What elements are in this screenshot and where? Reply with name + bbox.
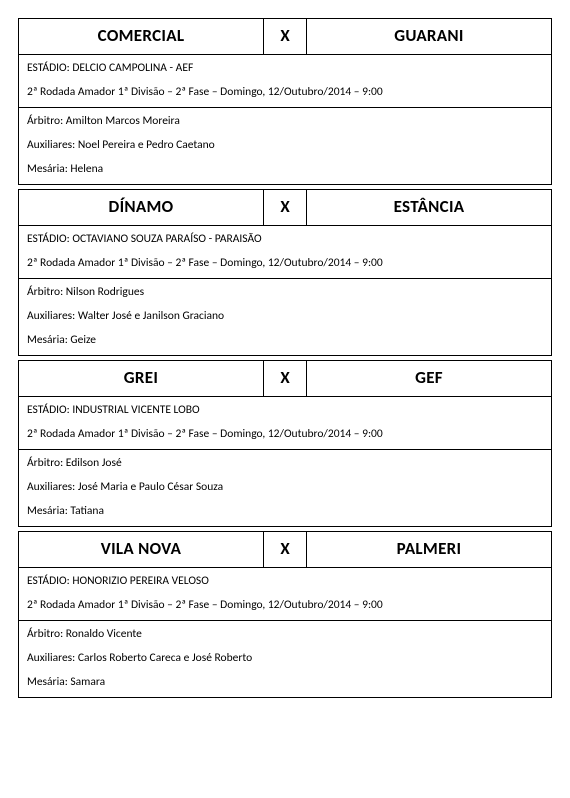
referee-line: Árbitro: Amilton Marcos Moreira: [27, 114, 543, 128]
match-card: VILA NOVA X PALMERI ESTÁDIO: HONORIZIO P…: [18, 531, 552, 698]
referee-line: Árbitro: Nilson Rodrigues: [27, 285, 543, 299]
team-away: GUARANI: [307, 19, 551, 54]
matches-container: COMERCIAL X GUARANI ESTÁDIO: DELCIO CAMP…: [18, 18, 552, 698]
referee-line: Árbitro: Ronaldo Vicente: [27, 627, 543, 641]
assistants-line: Auxiliares: Carlos Roberto Careca e José…: [27, 651, 543, 665]
match-card: COMERCIAL X GUARANI ESTÁDIO: DELCIO CAMP…: [18, 18, 552, 185]
stadium-round-block: ESTÁDIO: OCTAVIANO SOUZA PARAÍSO - PARAI…: [19, 226, 551, 279]
officials-block: Árbitro: Edilson José Auxiliares: José M…: [19, 450, 551, 526]
vs-separator: X: [263, 190, 307, 225]
match-header-row: DÍNAMO X ESTÂNCIA: [19, 190, 551, 226]
vs-separator: X: [263, 19, 307, 54]
team-home: DÍNAMO: [19, 190, 263, 225]
match-header-row: COMERCIAL X GUARANI: [19, 19, 551, 55]
round-line: 2ª Rodada Amador 1ª Divisão – 2ª Fase – …: [27, 256, 543, 270]
officials-block: Árbitro: Ronaldo Vicente Auxiliares: Car…: [19, 621, 551, 697]
mesaria-line: Mesária: Geize: [27, 333, 543, 347]
mesaria-line: Mesária: Tatiana: [27, 504, 543, 518]
assistants-line: Auxiliares: Noel Pereira e Pedro Caetano: [27, 138, 543, 152]
match-header-row: GREI X GEF: [19, 361, 551, 397]
assistants-line: Auxiliares: Walter José e Janilson Graci…: [27, 309, 543, 323]
vs-separator: X: [263, 532, 307, 567]
match-card: GREI X GEF ESTÁDIO: INDUSTRIAL VICENTE L…: [18, 360, 552, 527]
team-away: GEF: [307, 361, 551, 396]
stadium-round-block: ESTÁDIO: DELCIO CAMPOLINA - AEF 2ª Rodad…: [19, 55, 551, 108]
stadium-line: ESTÁDIO: INDUSTRIAL VICENTE LOBO: [27, 403, 543, 417]
team-home: VILA NOVA: [19, 532, 263, 567]
team-home: COMERCIAL: [19, 19, 263, 54]
stadium-line: ESTÁDIO: OCTAVIANO SOUZA PARAÍSO - PARAI…: [27, 232, 543, 246]
team-away: PALMERI: [307, 532, 551, 567]
stadium-line: ESTÁDIO: HONORIZIO PEREIRA VELOSO: [27, 574, 543, 588]
mesaria-line: Mesária: Samara: [27, 675, 543, 689]
mesaria-line: Mesária: Helena: [27, 162, 543, 176]
stadium-line: ESTÁDIO: DELCIO CAMPOLINA - AEF: [27, 61, 543, 75]
match-header-row: VILA NOVA X PALMERI: [19, 532, 551, 568]
match-card: DÍNAMO X ESTÂNCIA ESTÁDIO: OCTAVIANO SOU…: [18, 189, 552, 356]
team-home: GREI: [19, 361, 263, 396]
round-line: 2ª Rodada Amador 1ª Divisão – 2ª Fase – …: [27, 427, 543, 441]
stadium-round-block: ESTÁDIO: HONORIZIO PEREIRA VELOSO 2ª Rod…: [19, 568, 551, 621]
stadium-round-block: ESTÁDIO: INDUSTRIAL VICENTE LOBO 2ª Roda…: [19, 397, 551, 450]
round-line: 2ª Rodada Amador 1ª Divisão – 2ª Fase – …: [27, 598, 543, 612]
assistants-line: Auxiliares: José Maria e Paulo César Sou…: [27, 480, 543, 494]
round-line: 2ª Rodada Amador 1ª Divisão – 2ª Fase – …: [27, 85, 543, 99]
officials-block: Árbitro: Nilson Rodrigues Auxiliares: Wa…: [19, 279, 551, 355]
officials-block: Árbitro: Amilton Marcos Moreira Auxiliar…: [19, 108, 551, 184]
team-away: ESTÂNCIA: [307, 190, 551, 225]
referee-line: Árbitro: Edilson José: [27, 456, 543, 470]
vs-separator: X: [263, 361, 307, 396]
